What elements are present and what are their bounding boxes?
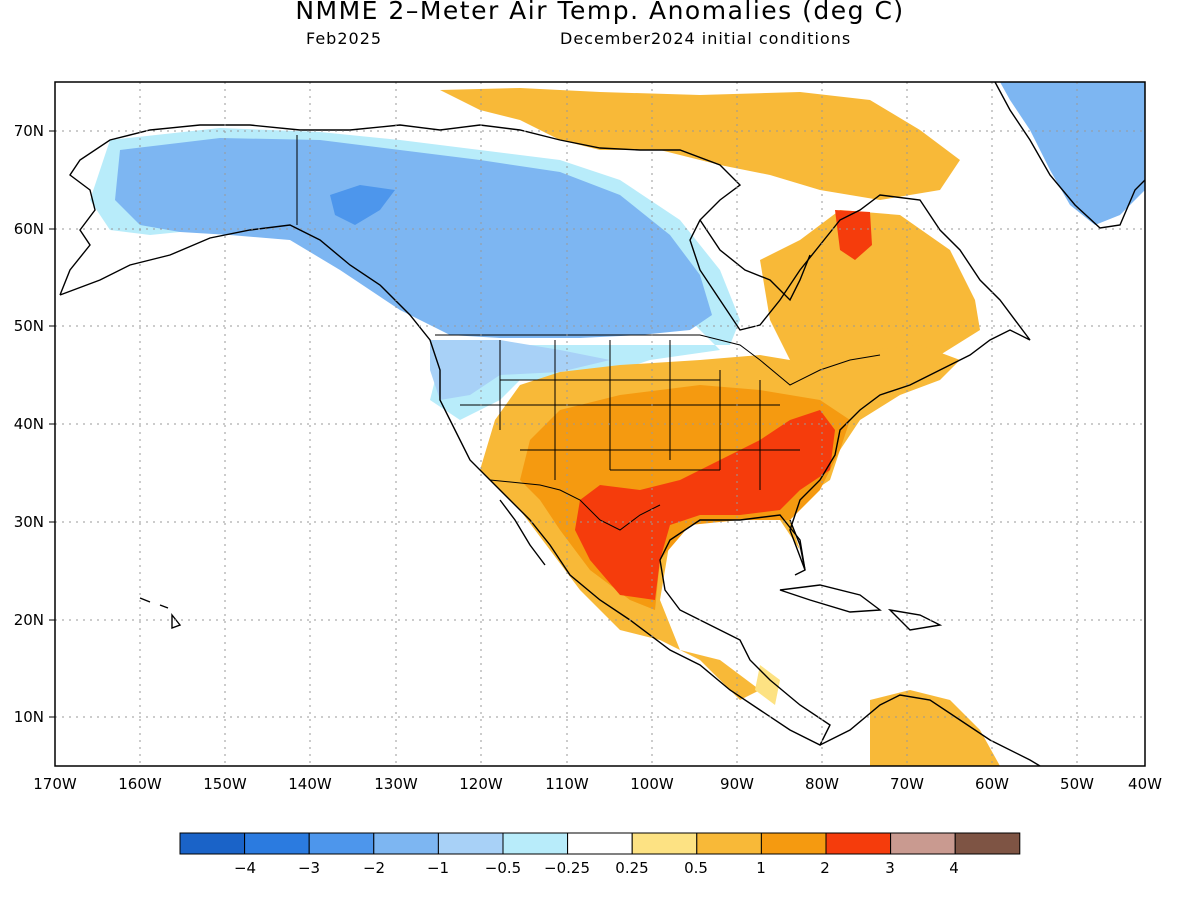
lat-label: 10N [14, 708, 44, 726]
south-america-warm-region [870, 690, 1000, 766]
florida-peninsula [789, 519, 806, 576]
colorbar: −4 −3 −2 −1 −0.5 −0.25 0.25 0.5 1 2 3 4 [179, 832, 1021, 877]
lon-label: 120W [459, 775, 503, 793]
colorbar-labels: −4 −3 −2 −1 −0.5 −0.25 0.25 0.5 1 2 3 4 [234, 859, 959, 877]
tick-marks [49, 130, 55, 718]
colorbar-swatch [890, 832, 956, 855]
colorbar-swatch [244, 832, 310, 855]
greenland-coastline [994, 82, 1145, 229]
lat-label: 70N [14, 122, 44, 140]
colorbar-label: −0.25 [544, 859, 590, 877]
lon-label: 80W [805, 775, 839, 793]
lon-label: 130W [374, 775, 418, 793]
us-canada-border [435, 334, 881, 386]
political-boundaries [296, 135, 881, 531]
colorbar-label: −3 [298, 859, 320, 877]
quebec-hot-region [835, 210, 872, 260]
colorbar-swatch [825, 832, 892, 855]
colorbar-label: 2 [820, 859, 830, 877]
colorbar-swatches [179, 832, 1021, 855]
colorbar-swatch [179, 832, 246, 855]
gridlines [55, 82, 1145, 766]
colorbar-swatch [502, 832, 569, 855]
north-america-coastline [59, 124, 1031, 746]
lon-label: 70W [890, 775, 924, 793]
colorbar-label: −4 [234, 859, 256, 877]
caribbean-islands [779, 584, 943, 631]
colorbar-label: −1 [427, 859, 449, 877]
lat-label: 20N [14, 611, 44, 629]
colorbar-label: −2 [363, 859, 385, 877]
latitude-labels: 70N 60N 50N 40N 30N 20N 10N [14, 122, 44, 726]
alaska-canada-cool-region [115, 138, 712, 338]
lon-label: 50W [1060, 775, 1094, 793]
greenland-cold-region [1000, 82, 1145, 225]
colorbar-label: −0.5 [485, 859, 521, 877]
forecast-month: Feb2025 [306, 29, 383, 48]
colorbar-swatch [954, 832, 1021, 855]
hudson-bay-coastline [699, 219, 811, 302]
colorbar-label: 1 [756, 859, 766, 877]
us-state-lines [460, 340, 800, 490]
anomaly-fields [90, 82, 1145, 766]
lon-label: 100W [630, 775, 674, 793]
lon-label: 60W [975, 775, 1009, 793]
pacific-nw-cool-region [430, 340, 610, 400]
colorbar-label: 0.25 [615, 859, 648, 877]
colorbar-swatch [631, 832, 698, 855]
lon-label: 90W [720, 775, 754, 793]
initial-conditions: December2024 initial conditions [560, 29, 852, 48]
map-title: NMME 2–Meter Air Temp. Anomalies (deg C) [295, 0, 905, 25]
lat-label: 50N [14, 317, 44, 335]
hawaii-islands [139, 597, 182, 630]
southeast-hot-region [575, 410, 835, 600]
colorbar-label: 4 [949, 859, 959, 877]
colorbar-swatch [567, 832, 633, 855]
lat-label: 60N [14, 220, 44, 238]
lon-label: 110W [545, 775, 589, 793]
lon-label: 150W [203, 775, 247, 793]
south-america-coastline [819, 694, 1041, 766]
lon-label: 40W [1128, 775, 1162, 793]
lon-label: 160W [118, 775, 162, 793]
colorbar-label: 3 [885, 859, 895, 877]
colorbar-swatch [308, 832, 375, 855]
lat-label: 40N [14, 415, 44, 433]
colorbar-swatch [437, 832, 504, 855]
coastlines [59, 82, 1145, 766]
baja-california [499, 499, 546, 566]
us-mexico-border [489, 479, 661, 531]
colorbar-label: 0.5 [684, 859, 708, 877]
quebec-warm-region [760, 210, 980, 390]
central-america-warm-region [755, 665, 780, 705]
longitude-labels: 170W 160W 150W 140W 130W 120W 110W 100W … [33, 775, 1162, 793]
lon-label: 140W [288, 775, 332, 793]
colorbar-swatch [373, 832, 439, 855]
colorbar-swatch [760, 832, 827, 855]
yukon-strong-cold-region [330, 185, 395, 225]
colorbar-swatch [696, 832, 762, 855]
lon-label: 170W [33, 775, 77, 793]
arctic-warm-region [440, 88, 960, 200]
lat-label: 30N [14, 513, 44, 531]
